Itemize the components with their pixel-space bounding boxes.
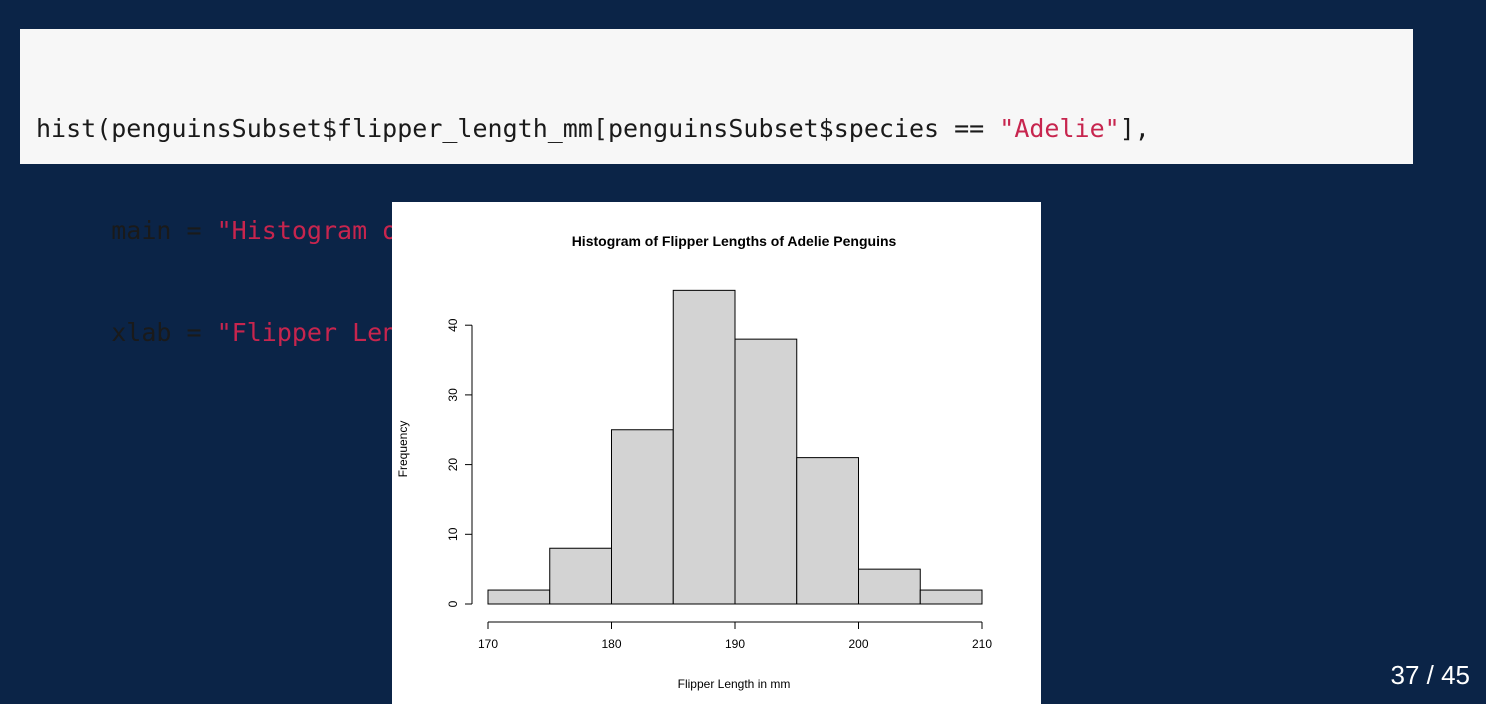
x-axis-label: Flipper Length in mm — [678, 677, 791, 691]
y-tick-label: 40 — [446, 318, 460, 332]
histogram-svg: Histogram of Flipper Lengths of Adelie P… — [396, 233, 992, 691]
y-tick-label: 10 — [446, 527, 460, 541]
code-line-1: hist(penguinsSubset$flipper_length_mm[pe… — [36, 112, 1413, 146]
y-tick-label: 30 — [446, 388, 460, 402]
code-text: main = — [36, 216, 217, 245]
x-tick-label: 210 — [972, 637, 992, 651]
histogram-bar — [549, 547, 612, 605]
histogram-bar — [611, 429, 674, 605]
histogram-bar — [858, 568, 921, 605]
x-tick-label: 190 — [725, 637, 745, 651]
y-axis: 0 10 20 30 40 — [446, 318, 473, 607]
code-text: hist(penguinsSubset$flipper_length_mm[pe… — [36, 114, 1000, 143]
histogram-bar — [796, 457, 859, 605]
chart-title: Histogram of Flipper Lengths of Adelie P… — [572, 233, 897, 249]
x-tick-label: 170 — [478, 637, 498, 651]
y-tick-label: 0 — [446, 600, 460, 607]
histogram-bar — [487, 589, 551, 605]
page-number: 37 / 45 — [1390, 660, 1470, 690]
bars-group — [487, 289, 983, 605]
x-axis: 170 180 190 200 210 — [478, 621, 992, 651]
code-text: ], — [1119, 114, 1150, 143]
x-tick-label: 180 — [601, 637, 621, 651]
code-string: "Adelie" — [999, 114, 1120, 143]
code-block: hist(penguinsSubset$flipper_length_mm[pe… — [20, 29, 1413, 347]
y-tick-label: 20 — [446, 458, 460, 472]
histogram-bar — [919, 589, 983, 605]
histogram-bar — [672, 289, 736, 605]
histogram-bar — [734, 338, 798, 605]
histogram-plot: Histogram of Flipper Lengths of Adelie P… — [392, 202, 1041, 704]
y-axis-label: Frequency — [396, 421, 410, 478]
x-tick-label: 200 — [848, 637, 868, 651]
code-text: xlab = — [36, 318, 217, 347]
